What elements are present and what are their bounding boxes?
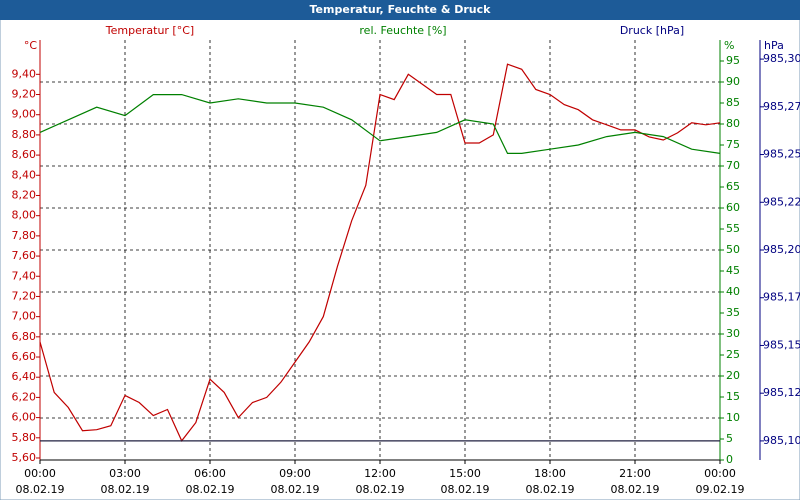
- y2-tick-label: 10: [726, 411, 740, 424]
- y-tick-label: 9,40: [12, 67, 37, 80]
- x-tick-label: 15:00: [449, 467, 481, 480]
- y-tick-label: 7,40: [12, 269, 37, 282]
- y2-tick-label: 40: [726, 285, 740, 298]
- x-tick-label: 21:00: [619, 467, 651, 480]
- chart-title: Temperatur, Feuchte & Druck: [310, 3, 492, 16]
- y-tick-label: 7,20: [12, 289, 37, 302]
- y3-tick-label: 985,30: [763, 52, 800, 65]
- y-tick-label: 7,00: [12, 310, 37, 323]
- x-tick-label: 00:00: [704, 467, 736, 480]
- y2-tick-label: 95: [726, 54, 740, 67]
- series-line: [39, 63, 721, 442]
- x-tick-label: 18:00: [534, 467, 566, 480]
- y2-tick-label: 25: [726, 348, 740, 361]
- x-tick-date: 08.02.19: [186, 483, 235, 496]
- x-tick-label: 09:00: [279, 467, 311, 480]
- y-tick-label: 5,80: [12, 431, 37, 444]
- y3-tick-label: 985,17: [763, 291, 800, 304]
- y2-tick-label: 60: [726, 201, 740, 214]
- y-tick-label: 7,60: [12, 249, 37, 262]
- y-unit: °C: [24, 39, 38, 52]
- y3-unit: hPa: [764, 39, 784, 52]
- x-tick-date: 08.02.19: [526, 483, 575, 496]
- y2-tick-label: 0: [726, 453, 733, 466]
- y2-tick-label: 50: [726, 243, 740, 256]
- x-tick-date: 08.02.19: [356, 483, 405, 496]
- y2-axis-label: rel. Feuchte [%]: [359, 24, 446, 37]
- y2-tick-label: 55: [726, 222, 740, 235]
- x-tick-date: 08.02.19: [441, 483, 490, 496]
- y2-tick-label: 75: [726, 138, 740, 151]
- y-tick-label: 9,20: [12, 88, 37, 101]
- y2-tick-label: 30: [726, 327, 740, 340]
- x-tick-label: 00:00: [24, 467, 56, 480]
- y-tick-label: 6,80: [12, 330, 37, 343]
- x-tick-label: 03:00: [109, 467, 141, 480]
- x-tick-label: 06:00: [194, 467, 226, 480]
- y-axis-label: Temperatur [°C]: [105, 24, 194, 37]
- y2-tick-label: 65: [726, 180, 740, 193]
- y-tick-label: 8,80: [12, 128, 37, 141]
- y3-tick-label: 985,20: [763, 243, 800, 256]
- y3-tick-label: 985,22: [763, 195, 800, 208]
- y-tick-label: 8,00: [12, 209, 37, 222]
- y-tick-label: 8,60: [12, 148, 37, 161]
- y3-tick-label: 985,15: [763, 338, 800, 351]
- series-line: [39, 94, 721, 154]
- x-tick-label: 12:00: [364, 467, 396, 480]
- y2-tick-label: 45: [726, 264, 740, 277]
- x-tick-date: 08.02.19: [16, 483, 65, 496]
- y-tick-label: 5,60: [12, 451, 37, 464]
- y-tick-label: 6,60: [12, 350, 37, 363]
- y2-tick-label: 15: [726, 390, 740, 403]
- y3-axis-label: Druck [hPa]: [620, 24, 684, 37]
- y2-tick-label: 70: [726, 159, 740, 172]
- y3-tick-label: 985,10: [763, 434, 800, 447]
- y-tick-label: 8,40: [12, 168, 37, 181]
- y3-tick-label: 985,25: [763, 148, 800, 161]
- y-tick-label: 8,20: [12, 188, 37, 201]
- y-tick-label: 7,80: [12, 229, 37, 242]
- x-tick-date: 09.02.19: [696, 483, 745, 496]
- y2-tick-label: 35: [726, 306, 740, 319]
- y2-tick-label: 5: [726, 432, 733, 445]
- y-tick-label: 6,40: [12, 370, 37, 383]
- y-tick-label: 6,00: [12, 411, 37, 424]
- y2-tick-label: 90: [726, 75, 740, 88]
- y2-tick-label: 80: [726, 117, 740, 130]
- y-tick-label: 6,20: [12, 390, 37, 403]
- y3-tick-label: 985,12: [763, 386, 800, 399]
- x-tick-date: 08.02.19: [101, 483, 150, 496]
- x-tick-date: 08.02.19: [611, 483, 660, 496]
- y2-unit: %: [724, 39, 734, 52]
- y2-tick-label: 85: [726, 96, 740, 109]
- y3-tick-label: 985,27: [763, 100, 800, 113]
- title-bar: [0, 0, 800, 20]
- y2-tick-label: 20: [726, 369, 740, 382]
- x-tick-date: 08.02.19: [271, 483, 320, 496]
- y-tick-label: 9,00: [12, 108, 37, 121]
